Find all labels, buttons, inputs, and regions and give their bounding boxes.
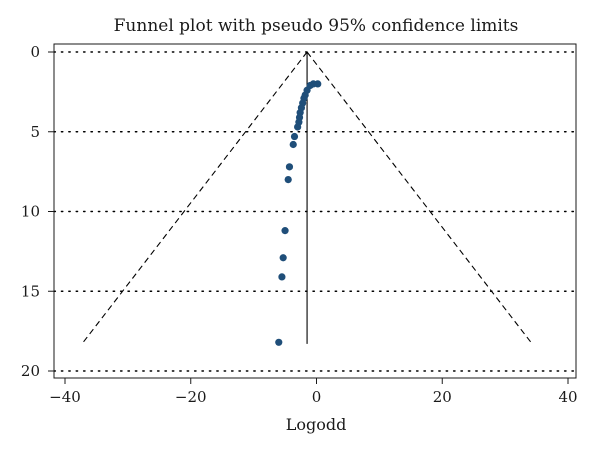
data-point-12 [290, 132, 299, 141]
data-point-13 [289, 140, 297, 149]
y-tick-label-1: 5 [30, 123, 40, 141]
data-point-17 [279, 254, 287, 262]
data-point-11 [294, 123, 302, 131]
y-tick-label-3: 15 [21, 282, 40, 300]
left-confidence-limit [81, 51, 308, 345]
y-axis: 0 5 10 15 20 [21, 43, 54, 380]
confidence-limits [81, 51, 533, 345]
data-point-15 [284, 176, 292, 184]
data-point-16 [281, 227, 289, 235]
x-axis-label: Logodd [286, 415, 347, 434]
y-tick-label-2: 10 [21, 203, 40, 221]
right-confidence-limit [306, 51, 533, 345]
x-tick-label-4: 40 [558, 388, 577, 406]
study-points [275, 80, 322, 346]
chart-title: Funnel plot with pseudo 95% confidence l… [114, 16, 519, 36]
x-tick-label-3: 20 [433, 388, 452, 406]
data-point-18 [278, 273, 286, 281]
grid-lines [53, 51, 577, 372]
data-point-19 [275, 338, 283, 346]
x-tick-label-1: −20 [175, 388, 207, 406]
x-tick-label-0: −40 [49, 388, 81, 406]
x-axis: −40 −20 0 20 40 [49, 378, 578, 406]
y-tick-label-4: 20 [21, 362, 40, 380]
x-tick-label-2: 0 [312, 388, 322, 406]
data-point-14 [285, 163, 294, 171]
y-tick-label-0: 0 [30, 43, 40, 61]
